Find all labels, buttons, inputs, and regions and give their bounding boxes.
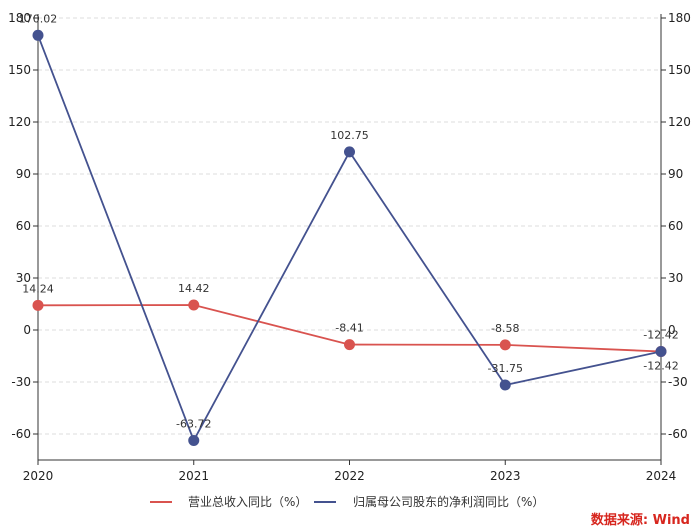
x-tick-label: 2021 [178,469,209,483]
series-line-1 [37,34,662,443]
right-y-tick-label: 180 [668,11,691,25]
x-tick-label: 2023 [490,469,521,483]
data-point [344,146,355,158]
right-y-tick-label: 30 [668,271,683,285]
x-tick-label: 2024 [646,469,677,483]
right-y-tick-label: 60 [668,219,683,233]
data-point [499,379,511,391]
data-point [344,339,355,351]
grid-layer [38,17,661,435]
left-y-tick-label: -60 [11,427,31,441]
left-y-tick-label: 0 [23,323,31,337]
data-point [32,29,44,41]
x-tick-label: 2020 [23,469,54,483]
data-label: -31.75 [488,362,523,375]
left-y-tick-label: 180 [8,11,31,25]
data-point [188,434,200,446]
data-label: 102.75 [330,129,369,142]
legend-label-revenue-growth: 营业总收入同比（%） [188,495,307,509]
legend: 营业总收入同比（%） 归属母公司股东的净利润同比（%） [150,494,544,509]
axes-layer: -60 -60 -30 -30 0 0 30 30 60 60 90 90 120 120 150 150 18… [8,11,691,483]
x-tick-label: 2022 [334,469,365,483]
left-y-tick-label: 150 [8,63,31,77]
data-label: 170.02 [19,12,58,25]
left-y-tick-label: 60 [16,219,31,233]
data-label: -8.41 [335,322,363,335]
data-label: -8.58 [491,322,519,335]
left-y-tick-label: -30 [11,375,31,389]
data-label: -63.72 [176,417,211,430]
right-y-tick-label: -60 [668,427,688,441]
right-y-tick-label: 0 [668,323,676,337]
right-y-tick-label: 90 [668,167,683,181]
left-y-tick-label: 90 [16,167,31,181]
left-y-tick-label: 120 [8,115,31,129]
data-label: 14.42 [178,282,210,295]
right-y-tick-label: -30 [668,375,688,389]
data-label: 14.24 [22,282,54,295]
series-layer [32,29,667,446]
data-labels-layer: 14.24 14.42 -8.41 -8.58 -12.42 170.02 -63.72 10… [19,12,679,430]
source-label: 数据来源: Wind [591,512,690,528]
right-y-tick-label: 150 [668,63,691,77]
data-label: -12.42 [643,329,678,342]
data-point [32,299,44,311]
data-point [499,339,511,351]
right-y-tick-label: 120 [668,115,691,129]
data-label: -12.42 [643,360,678,373]
data-point [188,299,200,311]
left-y-tick-label: 30 [16,271,31,285]
data-point [655,346,667,358]
legend-label-net-profit-growth: 归属母公司股东的净利润同比（%） [353,494,544,509]
